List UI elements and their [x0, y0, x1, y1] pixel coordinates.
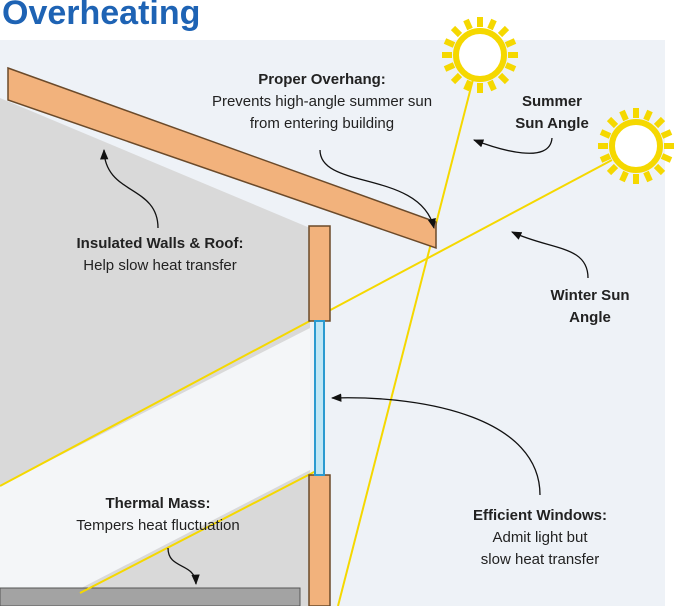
winter-ray-low [79, 469, 319, 594]
insulated-line: Help slow heat transfer [83, 257, 236, 274]
summer-line: Summer [522, 93, 582, 110]
roof [7, 66, 437, 250]
overhang-line: Prevents high-angle summer sun [212, 93, 432, 110]
lower-wall [308, 474, 331, 606]
thermal-mass [0, 587, 301, 606]
arrow [330, 393, 541, 496]
arrow [167, 547, 200, 586]
winter-sun [598, 108, 674, 184]
upper-wall [308, 225, 331, 322]
windows-line: slow heat transfer [481, 551, 599, 568]
arrow [100, 148, 159, 229]
overhang-heading: Proper Overhang: [258, 71, 386, 88]
overhang-line: from entering building [250, 115, 394, 132]
windows-line: Admit light but [492, 529, 588, 546]
sunlit-area [0, 328, 310, 606]
thermal-heading: Thermal Mass: [105, 495, 210, 512]
arrow [473, 137, 553, 154]
winter-ray [0, 159, 613, 487]
summer-sun [442, 17, 518, 93]
windows-heading: Efficient Windows: [473, 507, 607, 524]
thermal-line: Tempers heat fluctuation [76, 517, 239, 534]
summer-line: Sun Angle [515, 115, 589, 132]
window [314, 320, 325, 476]
winter-line: Angle [569, 309, 611, 326]
insulated-heading: Insulated Walls & Roof: [77, 235, 244, 252]
winter-line: Winter Sun [550, 287, 629, 304]
summer-ray [337, 59, 479, 606]
arrow [319, 149, 436, 230]
arrow [511, 231, 589, 279]
title: Overheating [2, 0, 200, 32]
